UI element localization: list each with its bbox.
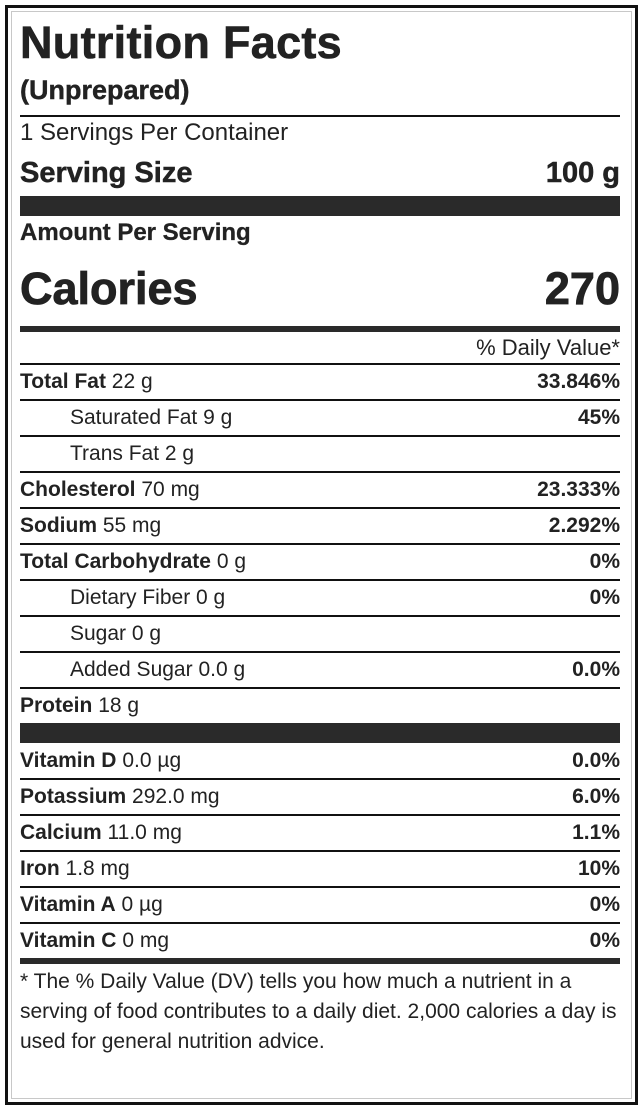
divider [20, 115, 620, 117]
vitamin-amount: 0 mg [122, 929, 169, 952]
nutrition-label-frame [5, 5, 638, 1105]
vitamin-name: Potassium [20, 785, 127, 808]
vitamin-name: Iron [20, 857, 60, 880]
vitamin-amount: 11.0 mg [107, 821, 182, 844]
calories-row: Calories 270 [20, 251, 621, 326]
calories-value: 270 [544, 262, 621, 314]
nutrient-name: Saturated Fat [70, 406, 198, 429]
nutrient-amount: 2 g [164, 442, 195, 465]
daily-value-footnote: * The % Daily Value (DV) tells you how m… [20, 970, 617, 1053]
inner-border [11, 11, 632, 1099]
nutrient-name: Sodium [20, 514, 97, 537]
vitamin-amount: 0.0 µg [122, 748, 182, 772]
nutrient-amount: 0 g [216, 550, 247, 573]
nutrient-row-protein: Protein 18 g [20, 687, 620, 723]
vitamin-amount: 292.0 mg [132, 785, 220, 808]
vitamin-row-vitamin-a: Vitamin A 0 µg 0% [20, 886, 620, 922]
nutrient-row-cholesterol: Cholesterol 70 mg 23.333% [20, 471, 620, 507]
nutrient-dv: 45% [577, 406, 620, 429]
vitamin-row-vitamin-d: Vitamin D 0.0 µg 0.0% [20, 743, 620, 778]
vitamin-dv: 0% [589, 929, 620, 952]
vitamin-dv: 0.0% [572, 748, 620, 772]
nutrient-row-saturated-fat: Saturated Fat 9 g 45% [20, 399, 620, 435]
vitamin-name: Vitamin C [20, 929, 117, 952]
nutrient-dv: 0% [589, 550, 620, 573]
nutrient-amount: 0 g [196, 586, 226, 609]
vitamin-amount: 1.8 mg [65, 857, 130, 880]
vitamin-name: Vitamin D [20, 748, 117, 772]
medium-divider [20, 326, 620, 332]
nutrient-dv: 23.333% [537, 478, 620, 501]
vitamin-amount: 0 µg [121, 893, 163, 916]
nutrient-amount: 22 g [111, 370, 153, 393]
nutrient-row-added-sugar: Added Sugar 0.0 g 0.0% [20, 651, 620, 687]
medium-divider [20, 958, 620, 964]
nutrient-row-total-fat: Total Fat 22 g 33.846% [20, 363, 620, 399]
nutrient-row-sodium: Sodium 55 mg 2.292% [20, 507, 620, 543]
vitamin-row-iron: Iron 1.8 mg 10% [20, 850, 620, 886]
nutrient-dv: 2.292% [548, 514, 620, 537]
nutrient-name: Added Sugar [70, 658, 193, 681]
nutrient-name: Total Fat [20, 370, 106, 393]
vitamin-dv: 1.1% [572, 821, 620, 844]
nutrient-row-total-carbohydrate: Total Carbohydrate 0 g 0% [20, 543, 620, 579]
nutrition-facts-label: Nutrition Facts (Unprepared) 1 Servings … [20, 15, 621, 1057]
thick-divider [20, 196, 620, 216]
nutrient-row-trans-fat: Trans Fat 2 g [20, 435, 620, 471]
nutrient-name: Sugar [70, 622, 127, 645]
vitamin-row-vitamin-c: Vitamin C 0 mg 0% [20, 922, 620, 958]
serving-size-row: Serving Size 100 g [20, 150, 621, 196]
nutrient-dv: 0% [589, 586, 620, 609]
nutrient-amount: 0.0 g [198, 658, 246, 681]
nutrient-dv: 33.846% [537, 370, 620, 393]
calories-label: Calories [20, 262, 198, 314]
nutrient-name: Protein [20, 694, 93, 717]
nutrient-amount: 9 g [203, 406, 233, 429]
serving-size-value: 100 g [545, 156, 621, 189]
thick-divider [20, 723, 620, 743]
vitamin-dv: 10% [577, 857, 620, 880]
nutrient-row-dietary-fiber: Dietary Fiber 0 g 0% [20, 579, 620, 615]
vitamin-name: Calcium [20, 821, 102, 844]
daily-value-header: % Daily Value* [476, 335, 620, 360]
nutrient-name: Dietary Fiber [70, 586, 191, 609]
nutrient-name: Trans Fat [70, 442, 160, 465]
servings-per-container: 1 Servings Per Container [20, 119, 289, 146]
vitamin-row-calcium: Calcium 11.0 mg 1.1% [20, 814, 620, 850]
nutrient-amount: 0 g [131, 622, 162, 645]
nutrient-amount: 55 mg [102, 514, 162, 537]
label-title: Nutrition Facts [20, 17, 343, 69]
vitamin-row-potassium: Potassium 292.0 mg 6.0% [20, 778, 620, 814]
vitamin-name: Vitamin A [20, 893, 116, 916]
nutrient-amount: 70 mg [141, 478, 200, 501]
vitamin-dv: 6.0% [572, 785, 620, 808]
nutrient-name: Total Carbohydrate [20, 550, 211, 573]
vitamin-dv: 0% [589, 893, 620, 916]
nutrient-row-sugar: Sugar 0 g [20, 615, 620, 651]
nutrient-dv: 0.0% [572, 658, 620, 681]
nutrient-amount: 18 g [98, 694, 140, 717]
nutrient-name: Cholesterol [20, 478, 136, 501]
amount-per-serving: Amount Per Serving [20, 219, 251, 246]
label-subtitle: (Unprepared) [20, 75, 190, 105]
serving-size-label: Serving Size [20, 156, 193, 189]
